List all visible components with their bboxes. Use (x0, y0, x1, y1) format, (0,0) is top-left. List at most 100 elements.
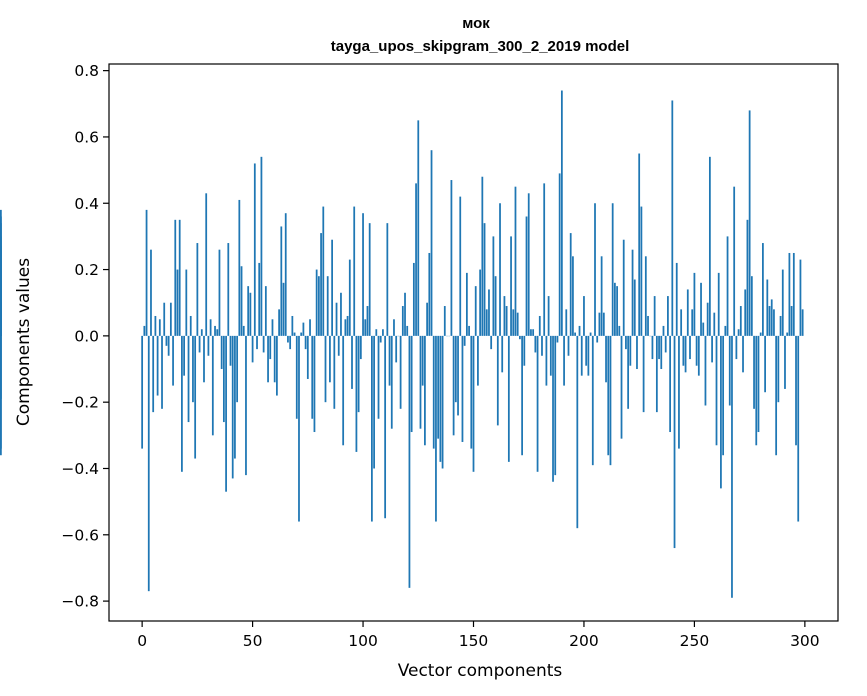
bar (614, 282, 616, 336)
bar (340, 292, 342, 336)
x-tick-label: 50 (243, 632, 263, 650)
bar (735, 335, 738, 360)
bar (220, 335, 223, 370)
bar (519, 335, 521, 340)
bar (664, 335, 667, 353)
bar (262, 335, 265, 353)
bar (242, 325, 245, 336)
bar (744, 289, 747, 336)
bar (600, 256, 603, 336)
y-tick-label: 0.2 (74, 261, 99, 279)
bar (371, 335, 373, 522)
bar (152, 335, 155, 413)
bar (647, 315, 649, 336)
bar (530, 329, 532, 336)
y-tick-label: 0.4 (74, 195, 99, 213)
bar (693, 272, 696, 336)
bar (602, 312, 605, 336)
bar (742, 335, 744, 373)
bar (560, 90, 563, 336)
bar (386, 223, 389, 336)
bar (412, 262, 415, 336)
bar (514, 186, 517, 336)
bar (618, 325, 621, 336)
bar (534, 335, 537, 353)
bar (770, 299, 773, 336)
bar (684, 335, 687, 373)
bar (401, 306, 404, 336)
bar (799, 259, 802, 336)
y-tick-label: −0.6 (61, 526, 99, 544)
bar (556, 335, 559, 343)
bar (300, 332, 303, 336)
bar (227, 243, 230, 336)
bar (525, 216, 528, 336)
bar (165, 335, 168, 346)
bar (686, 289, 689, 336)
bar (695, 335, 698, 366)
bar (523, 335, 526, 366)
bar (183, 335, 185, 376)
bar (720, 335, 722, 489)
bar (342, 335, 345, 446)
bar (264, 286, 267, 336)
bar (642, 335, 645, 413)
bar (424, 335, 426, 446)
bar (638, 153, 641, 336)
bar (207, 335, 210, 356)
bar (236, 335, 239, 403)
bar (591, 335, 594, 466)
bar (580, 335, 583, 376)
bar (731, 335, 733, 598)
bar (547, 296, 550, 336)
bar (0, 216, 2, 336)
y-tick-label: 0.0 (74, 327, 99, 345)
bar (483, 223, 486, 336)
bar (273, 335, 276, 383)
bar (516, 312, 519, 336)
bar (346, 315, 349, 336)
bar (269, 335, 272, 360)
bar (801, 309, 804, 336)
bar (768, 306, 771, 336)
bar (554, 335, 557, 476)
bar (706, 302, 709, 336)
bar (697, 335, 700, 376)
bar (225, 335, 227, 492)
bar (181, 335, 183, 472)
bar (282, 282, 285, 336)
bar (585, 335, 588, 366)
bar (317, 276, 320, 336)
bar (636, 335, 638, 370)
bar (377, 335, 380, 419)
bar (419, 335, 422, 429)
bar (583, 296, 585, 336)
bar (324, 335, 327, 403)
bar (485, 309, 488, 336)
bar (437, 335, 440, 439)
bar (141, 335, 144, 449)
bar (291, 315, 294, 336)
bar (280, 226, 283, 336)
bar (541, 335, 543, 356)
bar (569, 233, 572, 336)
bar (510, 236, 512, 336)
bar (507, 335, 510, 462)
x-tick-label: 0 (137, 632, 147, 650)
bar (216, 329, 219, 336)
bar (605, 335, 607, 383)
bar (399, 335, 402, 409)
bar (145, 209, 148, 336)
bar (454, 335, 457, 403)
bar (488, 289, 490, 336)
bar (781, 269, 784, 336)
bar (240, 266, 243, 336)
bar (795, 335, 797, 446)
bar (501, 335, 504, 373)
bar (229, 335, 232, 366)
bar (353, 206, 356, 336)
bar (786, 332, 789, 336)
bar (150, 249, 152, 336)
bar (607, 335, 610, 456)
bar (432, 335, 435, 449)
